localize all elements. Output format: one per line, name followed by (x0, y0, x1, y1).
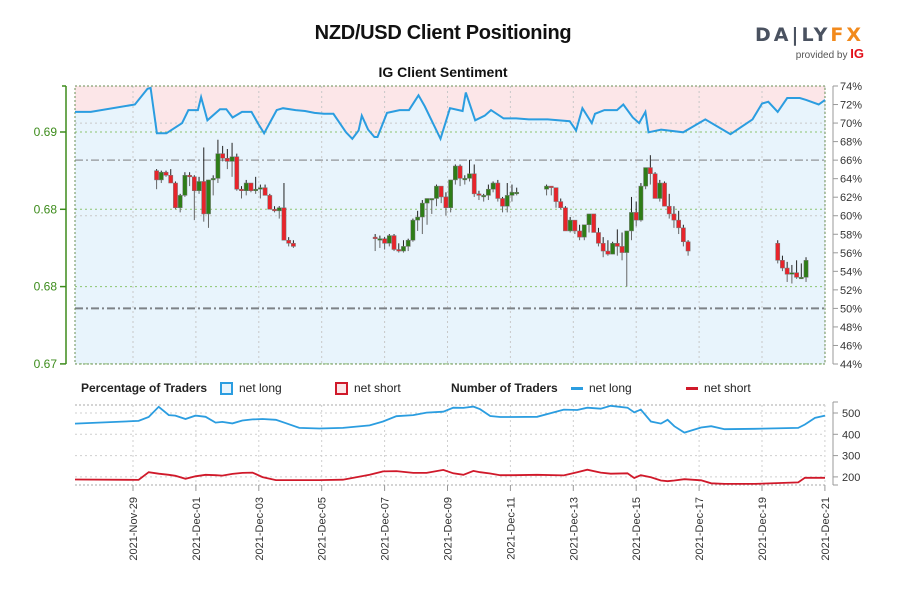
x-tick-label: 2021-Dec-01 (191, 497, 203, 561)
net-long-swatch-icon (220, 381, 233, 395)
net-long-line-icon (571, 386, 583, 390)
net-long-pct-line (75, 86, 826, 142)
svg-text:44%: 44% (840, 359, 862, 371)
x-tick-label: 2021-Dec-05 (317, 497, 329, 561)
x-tick-label: 2021-Dec-13 (568, 497, 580, 561)
svg-text:62%: 62% (840, 192, 862, 204)
svg-text:54%: 54% (840, 266, 862, 278)
svg-text:64%: 64% (840, 174, 862, 186)
svg-text:70%: 70% (840, 118, 862, 130)
net-short-swatch-icon (335, 381, 348, 395)
svg-text:400: 400 (842, 429, 860, 441)
svg-text:300: 300 (842, 451, 860, 463)
svg-text:50%: 50% (840, 303, 862, 315)
dailyfx-logo[interactable]: DA|LYFX provided by IG (755, 24, 870, 64)
legend-number-title: Number of Traders (451, 381, 558, 395)
svg-text:68%: 68% (840, 137, 862, 149)
svg-text:0.68: 0.68 (34, 280, 58, 294)
num-net-long-line (74, 404, 826, 434)
net-short-line-icon (686, 386, 698, 390)
svg-text:46%: 46% (840, 340, 862, 352)
x-tick-label: 2021-Dec-19 (757, 497, 769, 561)
svg-text:74%: 74% (840, 81, 862, 93)
logo-tagline: provided by IG (795, 46, 864, 61)
legend-percentage-title: Percentage of Traders (81, 381, 208, 395)
svg-text:200: 200 (842, 472, 860, 484)
svg-text:0.67: 0.67 (34, 357, 58, 371)
svg-text:58%: 58% (840, 229, 862, 241)
svg-text:56%: 56% (840, 248, 862, 260)
legend-pct-net-long[interactable]: net long (220, 381, 282, 395)
x-tick-label: 2021-Dec-07 (380, 497, 392, 561)
svg-text:60%: 60% (840, 211, 862, 223)
legend-pct-net-short[interactable]: net short (335, 381, 401, 395)
chart-title: NZD/USD Client Positioning (314, 22, 572, 44)
svg-text:52%: 52% (840, 285, 862, 297)
svg-text:0.68: 0.68 (34, 202, 58, 216)
logo-wordmark: DA|LYFX (755, 24, 864, 46)
x-tick-label: 2021-Dec-09 (443, 497, 455, 561)
legend-num-net-short[interactable]: net short (686, 381, 751, 395)
x-tick-label: 2021-Dec-21 (820, 497, 832, 561)
x-tick-label: 2021-Dec-17 (694, 497, 706, 561)
num-net-short-line (74, 468, 825, 485)
x-tick-label: 2021-Dec-15 (631, 497, 643, 561)
chart-subtitle: IG Client Sentiment (378, 64, 508, 80)
svg-text:0.69: 0.69 (34, 125, 58, 139)
legend-num-net-long[interactable]: net long (571, 381, 632, 395)
x-tick-label: 2021-Nov-29 (128, 497, 140, 561)
x-tick-label: 2021-Dec-11 (505, 497, 517, 560)
svg-text:66%: 66% (840, 155, 862, 167)
x-tick-label: 2021-Dec-03 (254, 497, 266, 561)
svg-text:72%: 72% (840, 100, 862, 112)
svg-text:500: 500 (842, 408, 860, 420)
net-long-area (75, 87, 825, 365)
svg-text:48%: 48% (840, 322, 862, 334)
